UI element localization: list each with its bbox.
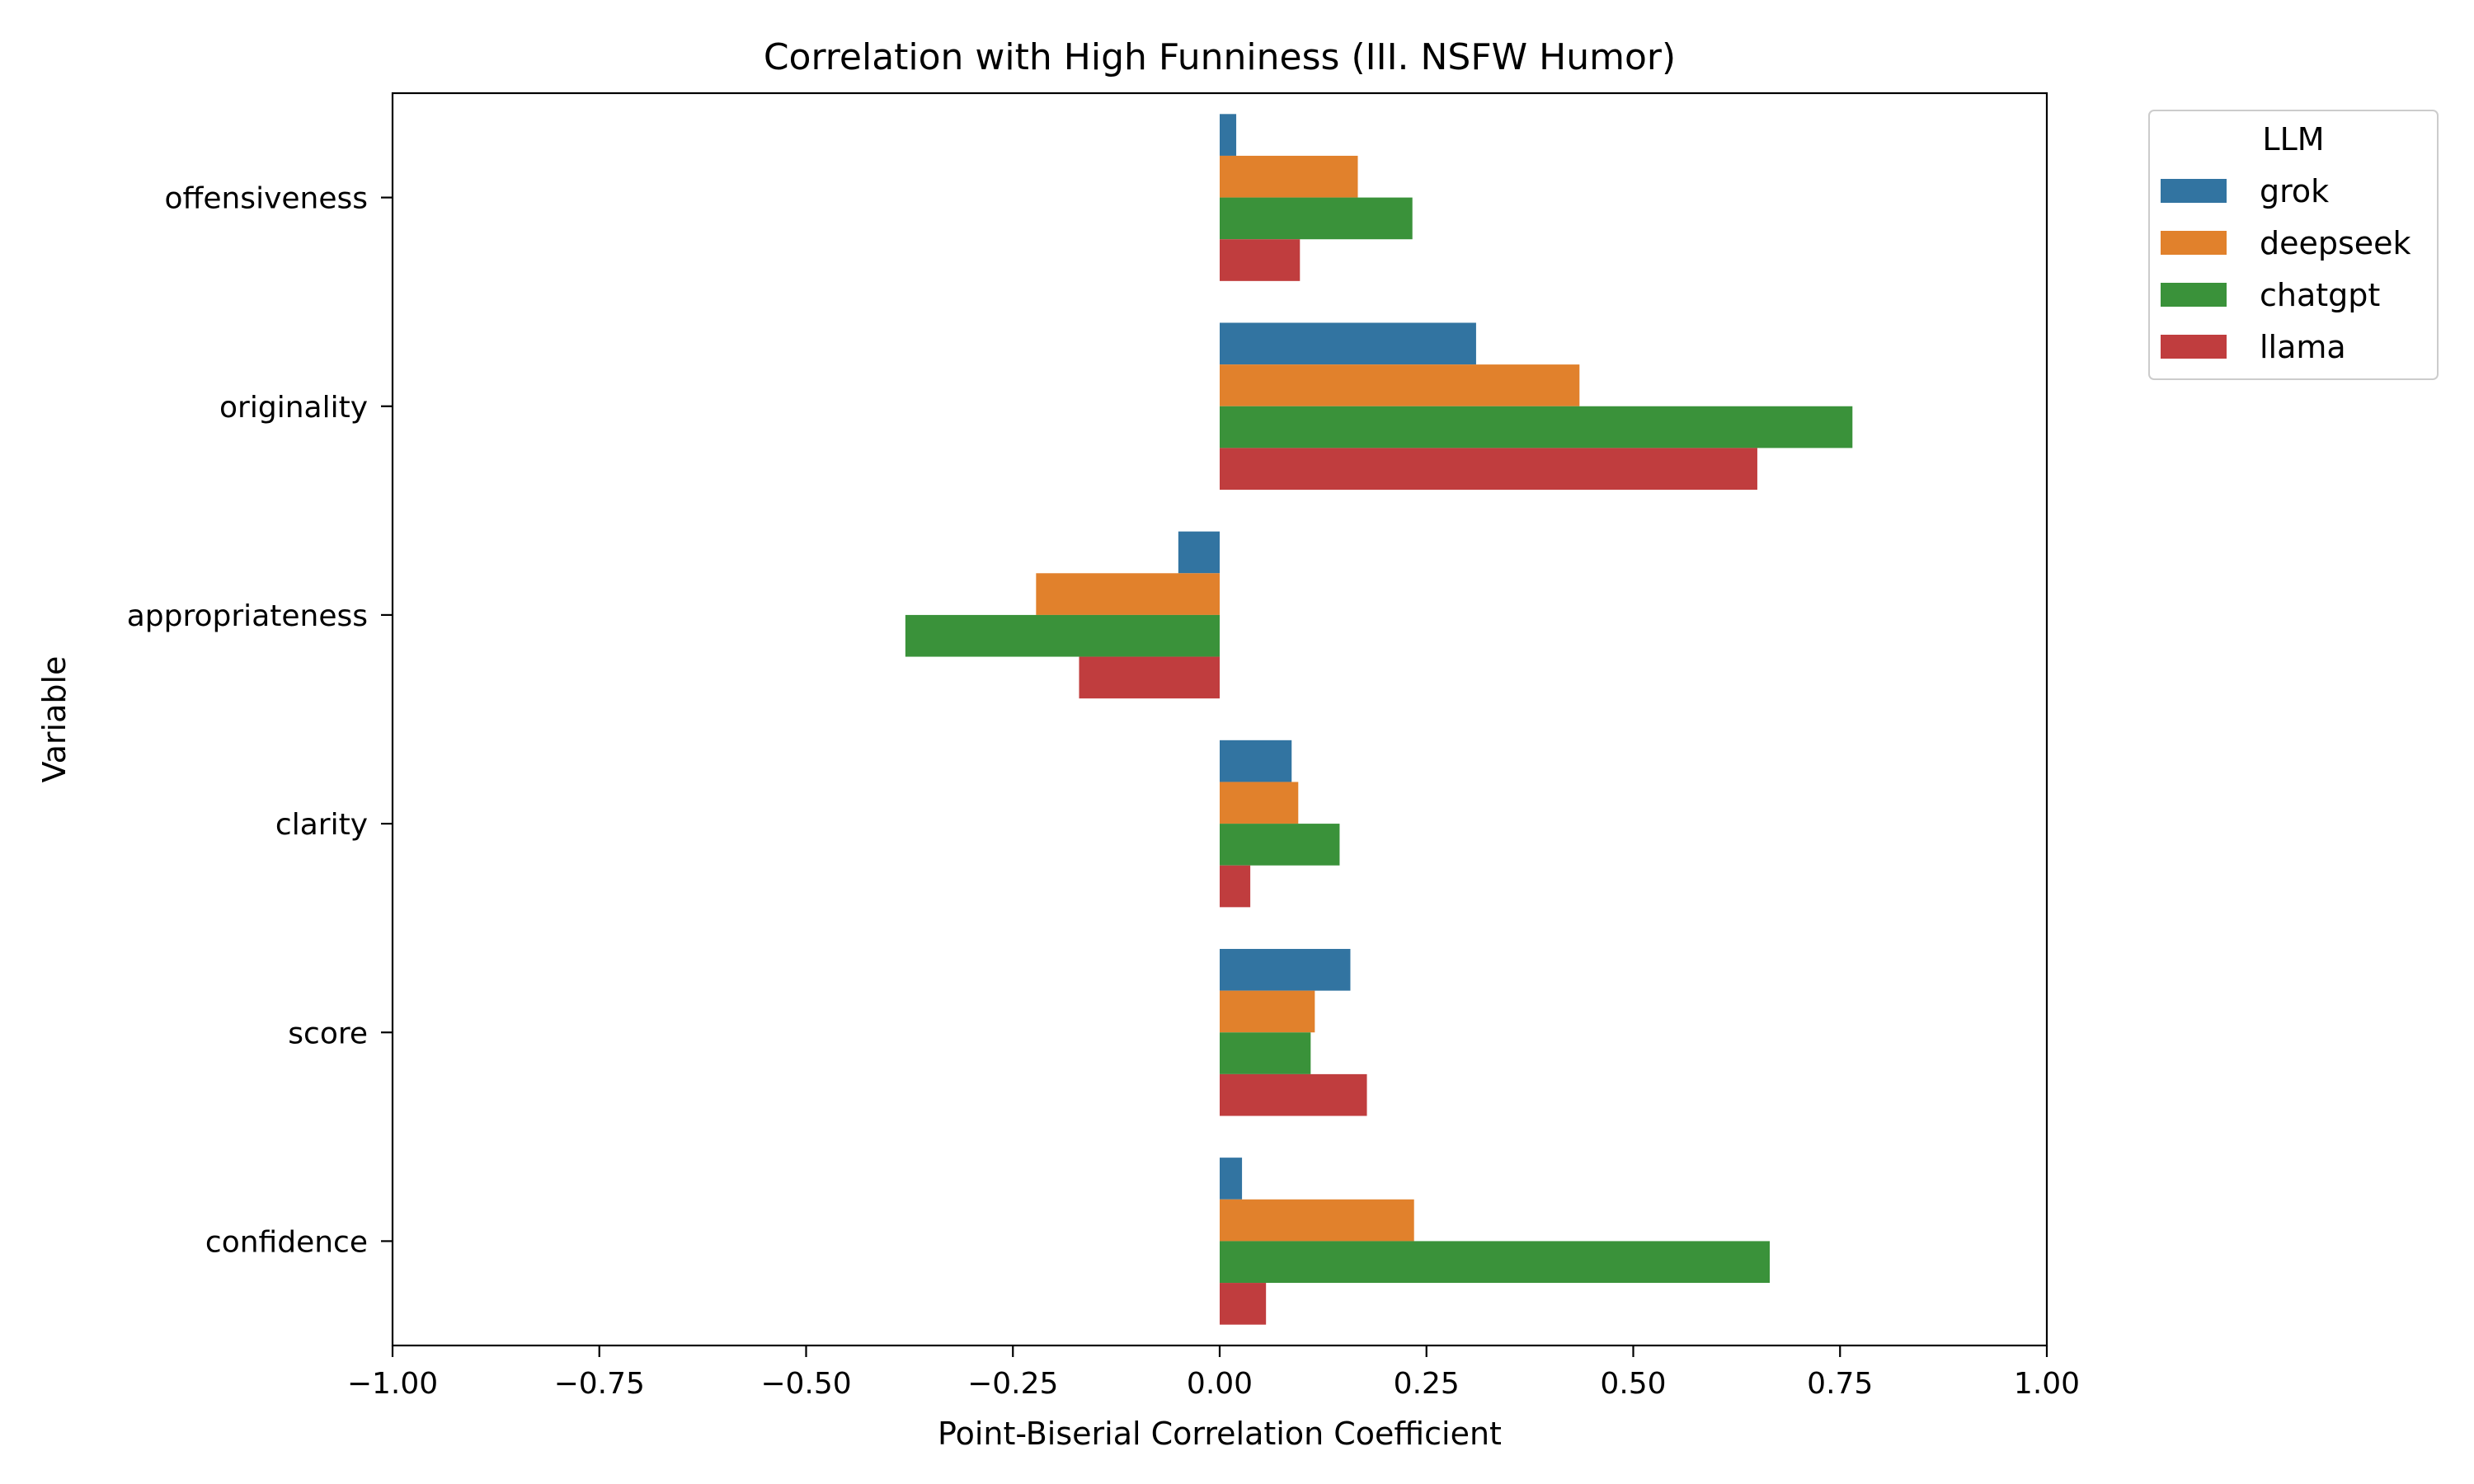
legend-swatch-chatgpt [2161,283,2227,307]
bar-chatgpt-score [1220,1032,1311,1074]
x-tick-label: −1.00 [347,1367,438,1401]
legend-swatch-deepseek [2161,231,2227,255]
x-axis-label: Point-Biserial Correlation Coefficient [938,1416,1502,1452]
y-tick-label-score: score [288,1017,368,1050]
bar-deepseek-originality [1220,364,1580,406]
x-tick-label: 1.00 [2014,1367,2080,1401]
bar-llama-score [1220,1073,1367,1116]
bar-grok-offensiveness [1220,114,1237,156]
legend-box [2148,110,2439,380]
bar-deepseek-confidence [1220,1199,1414,1242]
bar-deepseek-score [1220,990,1315,1033]
bar-deepseek-clarity [1220,782,1299,824]
legend-label-grok: grok [2260,173,2329,209]
bar-chatgpt-confidence [1220,1241,1770,1284]
x-axis-ticks: −1.00 −0.75 −0.50 −0.25 0.00 0.25 0.50 0.75 1.00 [347,1345,2080,1401]
plot-bars [905,114,1853,1325]
x-tick-label: −0.25 [967,1367,1058,1401]
y-axis-label: Variable [36,656,73,783]
legend-label-deepseek: deepseek [2260,225,2411,261]
y-tick-label-clarity: clarity [275,808,368,842]
bar-llama-appropriateness [1079,656,1220,699]
legend-label-llama: llama [2260,329,2346,365]
legend-swatch-llama [2161,335,2227,359]
bar-chatgpt-appropriateness [905,614,1220,657]
y-tick-label-originality: originality [219,391,368,425]
bar-deepseek-offensiveness [1220,155,1358,198]
bar-grok-score [1220,948,1351,991]
y-tick-label-confidence: confidence [205,1225,368,1259]
bar-grok-clarity [1220,740,1292,782]
bar-llama-confidence [1220,1283,1267,1325]
x-tick-label: −0.50 [760,1367,851,1401]
x-tick-label: 0.00 [1187,1367,1253,1401]
bar-llama-offensiveness [1220,239,1300,281]
bar-chatgpt-originality [1220,406,1853,448]
bar-llama-originality [1220,448,1757,491]
legend: LLM grok deepseek chatgpt llama [2148,110,2439,380]
legend-swatch-grok [2161,179,2227,203]
chart-title: Correlation with High Funniness (III. NS… [764,36,1676,78]
legend-title: LLM [2262,121,2324,157]
bar-grok-originality [1220,322,1476,365]
y-tick-label-offensiveness: offensiveness [165,182,368,216]
x-tick-label: 0.75 [1807,1367,1873,1401]
bar-grok-confidence [1220,1158,1243,1200]
x-tick-label: 0.50 [1600,1367,1666,1401]
bar-grok-appropriateness [1178,531,1220,574]
legend-items: grok deepseek chatgpt llama [2161,173,2411,365]
bar-chatgpt-offensiveness [1220,197,1413,240]
bar-chatgpt-clarity [1220,824,1340,866]
y-tick-label-appropriateness: appropriateness [127,599,368,633]
legend-label-chatgpt: chatgpt [2260,277,2380,313]
x-tick-label: −0.75 [554,1367,645,1401]
bar-deepseek-appropriateness [1036,573,1220,615]
bar-llama-clarity [1220,865,1251,908]
y-axis-ticks: offensiveness originality appropriateness c… [127,182,393,1259]
x-tick-label: 0.25 [1394,1367,1460,1401]
